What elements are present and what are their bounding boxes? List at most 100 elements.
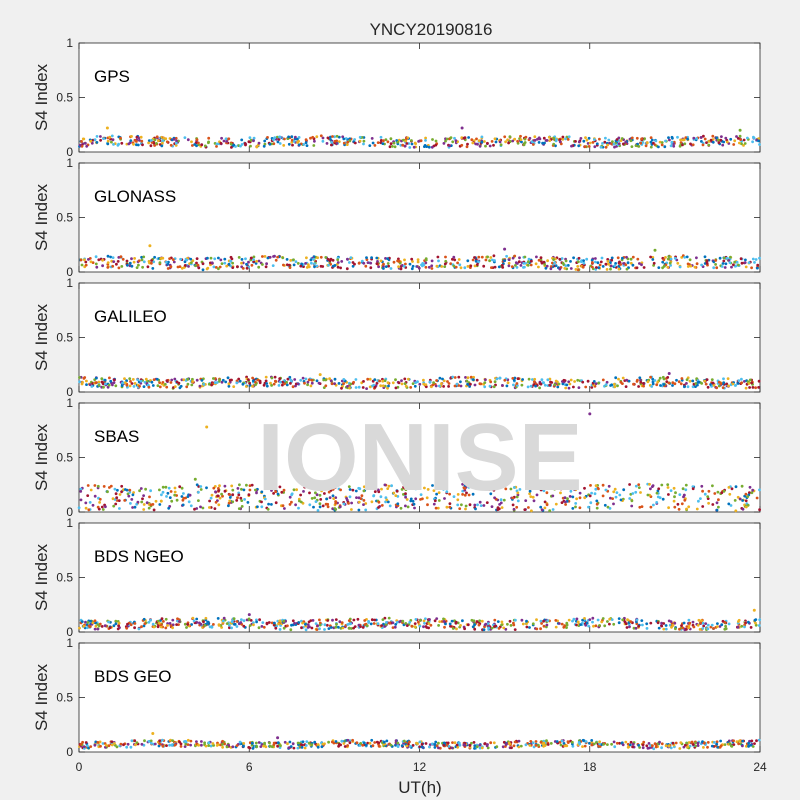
data-point	[672, 499, 676, 503]
data-point	[501, 745, 505, 749]
data-point	[331, 494, 335, 498]
data-point	[628, 497, 632, 500]
data-point	[458, 507, 462, 510]
data-point	[606, 260, 610, 263]
data-point	[249, 144, 252, 148]
data-point	[480, 746, 484, 750]
data-point	[167, 260, 170, 264]
data-point	[535, 493, 539, 497]
data-point	[254, 741, 258, 745]
data-point	[225, 264, 229, 268]
data-point	[739, 138, 742, 142]
data-point	[221, 739, 225, 743]
data-point	[87, 508, 91, 512]
data-point	[472, 375, 475, 379]
data-point	[409, 744, 412, 748]
data-point	[292, 140, 296, 143]
data-point	[475, 137, 478, 141]
data-point	[750, 381, 754, 385]
data-point	[137, 263, 140, 267]
data-point	[362, 261, 366, 265]
data-point	[277, 384, 281, 387]
data-point	[199, 505, 202, 509]
data-point	[210, 261, 214, 265]
data-point	[420, 742, 424, 746]
data-point	[272, 741, 276, 745]
data-point	[653, 248, 657, 252]
data-point	[112, 624, 116, 628]
data-point	[111, 256, 115, 259]
data-point	[744, 499, 748, 503]
data-point	[510, 265, 514, 268]
data-point	[560, 257, 564, 260]
data-point	[499, 498, 503, 502]
data-point	[662, 258, 666, 262]
data-point	[315, 628, 319, 631]
data-point	[117, 499, 121, 502]
data-point	[101, 742, 105, 745]
data-point	[492, 254, 496, 258]
data-point	[414, 142, 417, 146]
data-point	[329, 489, 333, 492]
data-point	[747, 261, 751, 264]
data-point	[645, 744, 649, 748]
data-point	[543, 485, 547, 488]
data-point	[320, 489, 323, 493]
data-point	[621, 256, 624, 260]
data-point	[331, 484, 335, 488]
data-point	[120, 484, 124, 488]
data-point	[153, 742, 157, 746]
data-point	[705, 262, 709, 265]
data-point	[692, 136, 696, 140]
y-tick-label: 1	[66, 36, 73, 50]
data-point	[99, 744, 102, 748]
data-point	[577, 144, 581, 148]
data-point	[670, 140, 674, 144]
data-point	[106, 266, 110, 269]
y-axis-label: S4 Index	[32, 543, 51, 611]
data-point	[453, 376, 457, 379]
data-point	[346, 140, 350, 144]
data-point	[709, 625, 713, 629]
data-point	[142, 385, 146, 388]
data-point	[281, 504, 285, 508]
data-point	[473, 744, 477, 747]
data-point	[328, 377, 331, 381]
data-point	[472, 741, 476, 744]
data-point	[387, 264, 390, 268]
data-point	[421, 262, 425, 265]
data-point	[681, 143, 684, 147]
data-point	[729, 255, 732, 259]
data-point	[453, 384, 457, 388]
data-point	[634, 490, 638, 494]
data-point	[600, 256, 604, 260]
data-point	[480, 619, 484, 623]
data-point	[357, 623, 361, 627]
data-point	[465, 145, 469, 149]
data-point	[335, 622, 338, 626]
data-point	[613, 487, 617, 491]
data-point	[382, 139, 385, 143]
data-point	[366, 741, 370, 745]
data-point	[231, 500, 235, 504]
data-point	[94, 624, 98, 628]
data-point	[706, 623, 710, 627]
data-point	[352, 380, 355, 384]
data-point	[489, 741, 493, 745]
data-point	[722, 489, 726, 493]
data-point	[391, 381, 395, 385]
data-point	[642, 266, 646, 269]
data-point	[303, 746, 307, 750]
data-point	[512, 378, 516, 382]
data-point	[423, 145, 426, 149]
data-point	[667, 493, 670, 496]
data-point	[418, 740, 422, 744]
data-point	[440, 382, 443, 385]
data-point	[512, 744, 516, 748]
data-point	[437, 741, 440, 745]
data-point	[749, 626, 753, 629]
data-point	[125, 383, 129, 387]
data-point	[474, 259, 478, 263]
data-point	[150, 261, 153, 265]
data-point	[741, 507, 745, 511]
